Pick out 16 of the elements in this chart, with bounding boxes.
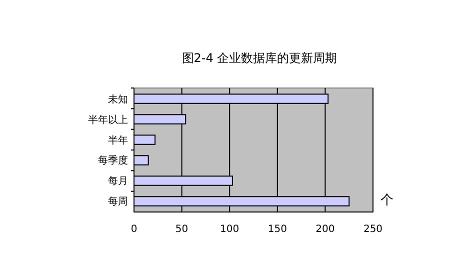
y-tick-label: 未知 bbox=[108, 93, 128, 106]
y-tick-label: 半年 bbox=[108, 134, 128, 146]
x-tick-label: 0 bbox=[130, 224, 138, 235]
x-axis-title: 个 bbox=[380, 193, 394, 208]
x-tick-label: 250 bbox=[363, 224, 383, 235]
y-tick-label: 半年以上 bbox=[88, 114, 128, 126]
bar bbox=[134, 155, 149, 166]
x-tick-label: 100 bbox=[220, 224, 240, 235]
y-tick-label: 每季度 bbox=[98, 154, 128, 167]
bar bbox=[134, 134, 156, 145]
x-tick-label: 50 bbox=[175, 224, 188, 235]
x-tick-label: 150 bbox=[268, 224, 287, 235]
y-tick-label: 每月 bbox=[108, 175, 128, 188]
x-tick-label: 200 bbox=[316, 224, 335, 235]
y-tick-label: 每周 bbox=[108, 196, 128, 208]
chart-title: 图2-4 企业数据库的更新周期 bbox=[182, 51, 338, 65]
